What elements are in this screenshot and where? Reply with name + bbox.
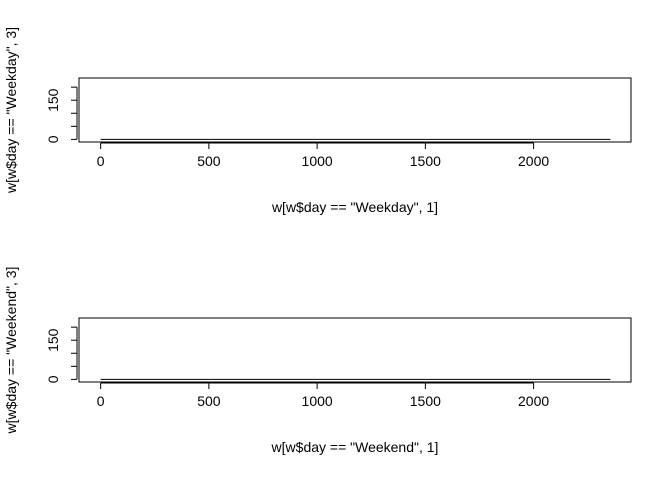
weekday-y-tick-label: 0 — [45, 135, 61, 143]
weekday-y-tick-label: 150 — [45, 88, 61, 112]
weekend-x-axis-label: w[w$day == "Weekend", 1] — [271, 439, 439, 455]
weekday-x-tick-label: 0 — [97, 153, 105, 169]
weekend-y-tick-label: 0 — [45, 375, 61, 383]
weekday-y-axis-label: w[w$day == "Weekday", 3] — [3, 27, 19, 194]
weekend-y-axis-label: w[w$day == "Weekend", 3] — [3, 267, 19, 435]
weekday-x-axis-label: w[w$day == "Weekday", 1] — [271, 199, 438, 215]
weekend-panel: 0 500 1000 1500 2000 0 150 w[w$day == "Weekend"… — [3, 267, 632, 455]
weekend-x-tick-label: 1000 — [302, 393, 333, 409]
weekend-y-tick-label: 150 — [45, 328, 61, 352]
weekend-x-tick-label: 500 — [197, 393, 221, 409]
weekday-x-tick-label: 2000 — [518, 153, 549, 169]
weekday-x-tick-label: 500 — [197, 153, 221, 169]
weekday-x-tick-label: 1500 — [410, 153, 441, 169]
weekend-plot-frame — [78, 317, 632, 383]
weekday-x-tick-label: 1000 — [302, 153, 333, 169]
weekday-plot-frame — [78, 77, 632, 143]
weekend-x-tick-label: 0 — [97, 393, 105, 409]
weekend-x-tick-label: 1500 — [410, 393, 441, 409]
weekday-panel: 0 500 1000 1500 2000 0 150 w[w$day == "Weekday"… — [3, 27, 632, 215]
weekend-x-tick-label: 2000 — [518, 393, 549, 409]
